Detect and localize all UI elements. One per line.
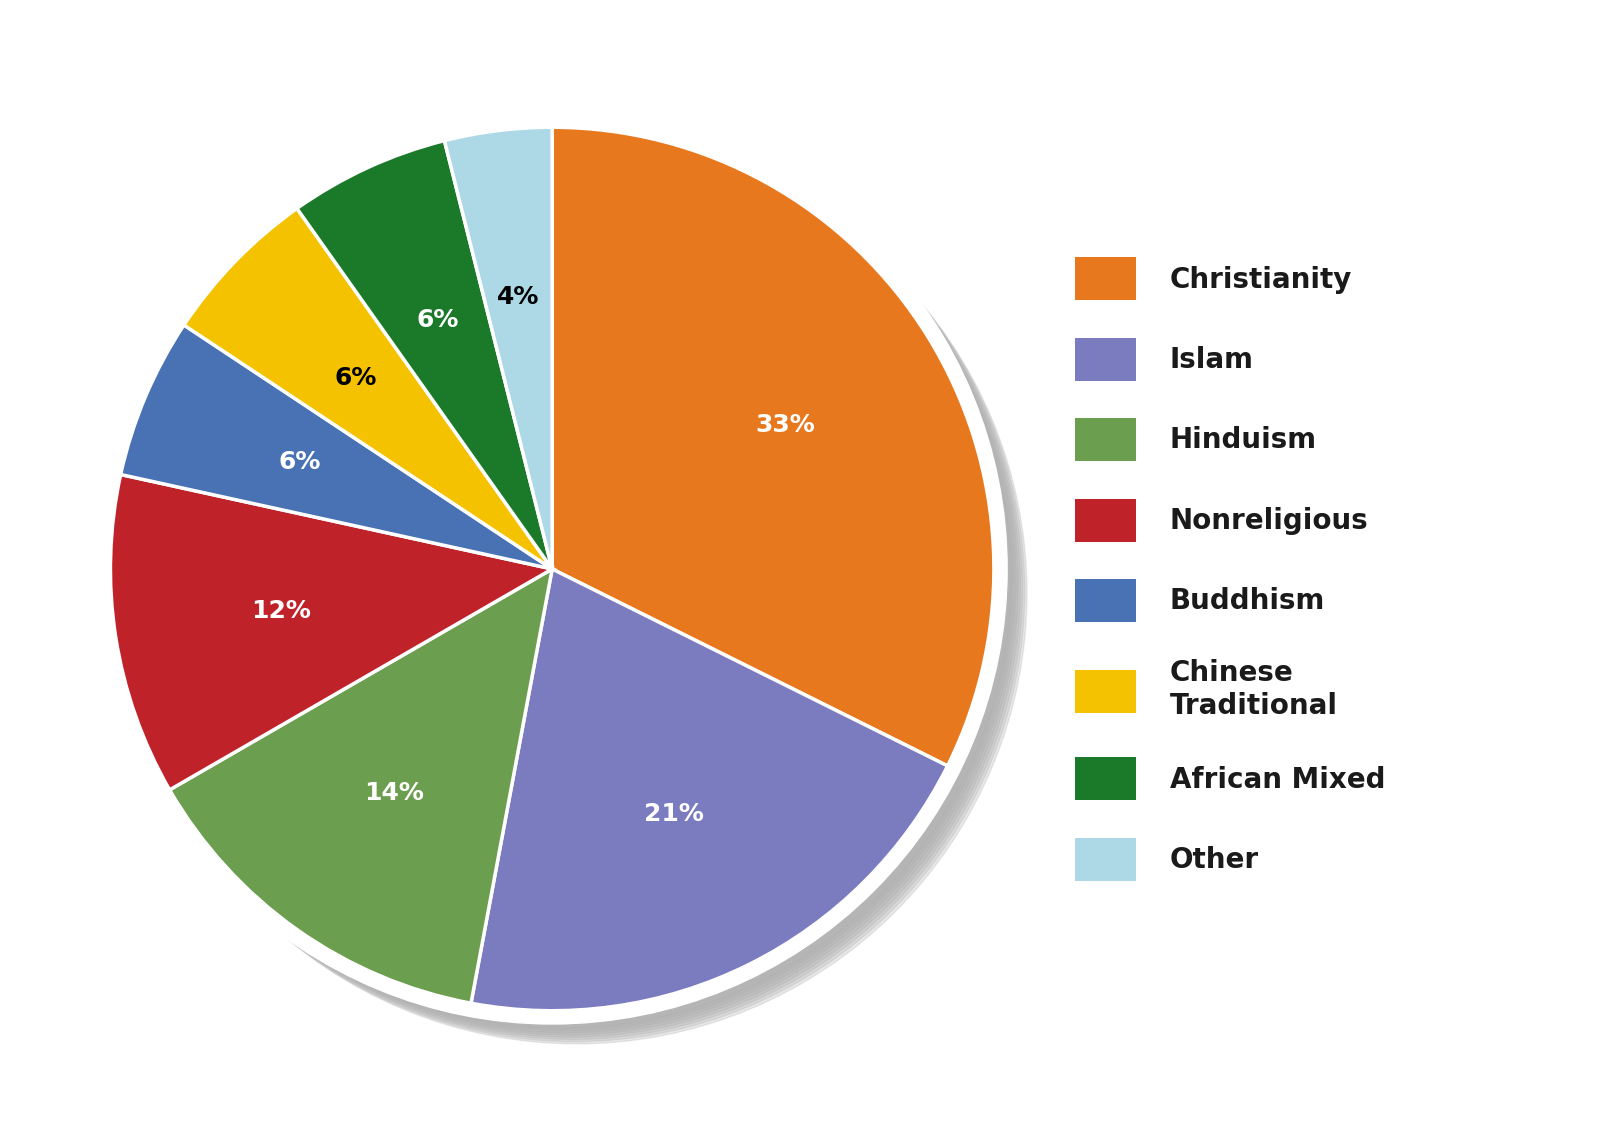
- Wedge shape: [183, 208, 552, 569]
- Text: 4%: 4%: [497, 286, 539, 310]
- Wedge shape: [297, 141, 552, 569]
- Text: 14%: 14%: [364, 781, 424, 805]
- Text: 21%: 21%: [644, 802, 704, 826]
- Wedge shape: [471, 569, 946, 1011]
- Wedge shape: [120, 325, 552, 569]
- Text: 6%: 6%: [334, 366, 377, 390]
- Text: 6%: 6%: [415, 308, 459, 332]
- Circle shape: [122, 139, 1022, 1039]
- Wedge shape: [169, 569, 552, 1004]
- Circle shape: [117, 134, 1018, 1036]
- Wedge shape: [552, 127, 993, 766]
- Text: 12%: 12%: [252, 599, 312, 622]
- Circle shape: [112, 130, 1013, 1031]
- Wedge shape: [110, 475, 552, 790]
- Circle shape: [123, 140, 1024, 1041]
- Circle shape: [127, 142, 1026, 1044]
- Wedge shape: [445, 127, 552, 569]
- Circle shape: [118, 137, 1019, 1037]
- Circle shape: [115, 132, 1016, 1033]
- Circle shape: [97, 114, 1006, 1024]
- Legend: Christianity, Islam, Hinduism, Nonreligious, Buddhism, Chinese
Traditional, Afri: Christianity, Islam, Hinduism, Nonreligi…: [1074, 257, 1384, 881]
- Text: 33%: 33%: [755, 413, 815, 437]
- Text: 6%: 6%: [279, 451, 321, 475]
